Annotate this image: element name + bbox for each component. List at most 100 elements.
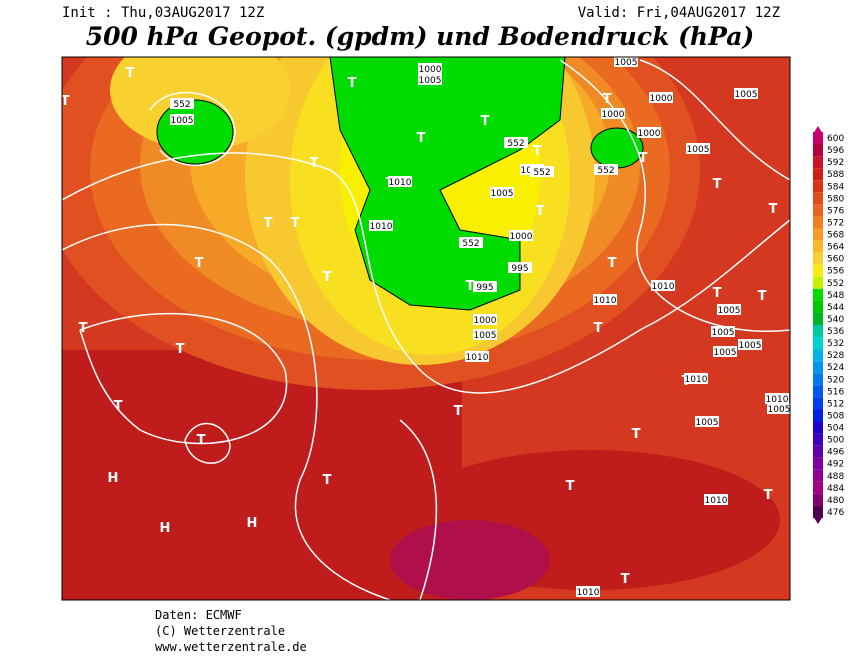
isobar-label-box bbox=[508, 262, 532, 273]
colorbar-tick-label: 584 bbox=[827, 182, 844, 192]
isobar-label: 552 bbox=[597, 166, 614, 176]
colorbar-swatch bbox=[813, 397, 823, 410]
colorbar-tick-label: 508 bbox=[827, 411, 844, 421]
isobar-label-box bbox=[459, 237, 483, 248]
isobar-label-box bbox=[530, 166, 554, 177]
colorbar-swatch bbox=[813, 264, 823, 277]
isobar-label-box bbox=[418, 63, 442, 74]
colorbar-swatch bbox=[813, 385, 823, 398]
colorbar-tick-label: 600 bbox=[827, 134, 844, 144]
isobar-label: 1005 bbox=[615, 58, 638, 68]
colorbar-tick-label: 480 bbox=[827, 496, 844, 506]
pressure-center: T bbox=[323, 473, 332, 488]
colorbar-tick-label: 504 bbox=[827, 424, 844, 434]
isobar-label: 1000 bbox=[510, 232, 533, 242]
isobar-label: 1005 bbox=[419, 76, 442, 86]
colorbar-swatch bbox=[813, 433, 823, 446]
colorbar-tick-label: 492 bbox=[827, 460, 844, 470]
isobar-label-box bbox=[734, 88, 758, 99]
colorbar-tick-label: 496 bbox=[827, 448, 844, 458]
isobar-label-box bbox=[765, 393, 789, 404]
isobar-label: 1005 bbox=[714, 348, 737, 358]
field-hot bbox=[390, 520, 550, 600]
isobar-label-box bbox=[465, 351, 489, 362]
init-time: Init : Thu,03AUG2017 12Z bbox=[62, 5, 264, 21]
isobar-label: 1010 bbox=[652, 282, 675, 292]
colorbar-swatch bbox=[813, 325, 823, 338]
isobar-label: 1010 bbox=[389, 178, 412, 188]
pressure-center: H bbox=[108, 471, 119, 486]
colorbar-swatch bbox=[813, 421, 823, 434]
colorbar-swatch bbox=[813, 252, 823, 265]
isobar-label: 552 bbox=[462, 239, 479, 249]
isobar-label-box bbox=[473, 281, 497, 292]
pressure-center: T bbox=[310, 156, 319, 171]
isobar-label: 552 bbox=[173, 100, 190, 110]
isobar-label-box bbox=[418, 74, 442, 85]
isobar-label-box bbox=[369, 220, 393, 231]
colorbar-tick-label: 588 bbox=[827, 170, 844, 180]
isobar-label-box bbox=[593, 294, 617, 305]
isobar-label: 1005 bbox=[712, 328, 735, 338]
pressure-center: T bbox=[713, 286, 722, 301]
isobar-label: 1005 bbox=[735, 90, 758, 100]
pressure-center: T bbox=[79, 321, 88, 336]
colorbar-tick-label: 572 bbox=[827, 218, 844, 228]
isobar-label: 995 bbox=[476, 283, 493, 293]
colorbar-swatch bbox=[813, 481, 823, 494]
isobar-label: 1005 bbox=[687, 145, 710, 155]
colorbar-swatch bbox=[813, 373, 823, 386]
isobar-label-box bbox=[713, 346, 737, 357]
colorbar-swatch bbox=[813, 469, 823, 482]
isobar-label: 1005 bbox=[739, 341, 762, 351]
isobar-label: 1010 bbox=[594, 296, 617, 306]
isobar-label: 1010 bbox=[705, 496, 728, 506]
isobar-label-box bbox=[649, 92, 673, 103]
isobar-label: 1000 bbox=[602, 110, 625, 120]
isobar-label: 1005 bbox=[696, 418, 719, 428]
colorbar-swatch bbox=[813, 300, 823, 313]
colorbar-swatch bbox=[813, 312, 823, 325]
pressure-center: T bbox=[348, 76, 357, 91]
colorbar-swatch bbox=[813, 361, 823, 374]
isobar-label-box bbox=[170, 98, 194, 109]
colorbar-tick-label: 512 bbox=[827, 399, 844, 409]
colorbar-swatch bbox=[813, 180, 823, 193]
colorbar-swatch bbox=[813, 144, 823, 157]
colorbar-tick-label: 560 bbox=[827, 255, 844, 265]
colorbar-swatch bbox=[813, 168, 823, 181]
isobar-label: 1005 bbox=[768, 405, 791, 415]
colorbar-tick-label: 556 bbox=[827, 267, 844, 277]
colorbar-swatch bbox=[813, 505, 823, 519]
pressure-center: T bbox=[291, 216, 300, 231]
colorbar-swatch bbox=[813, 192, 823, 205]
isobar-label-box bbox=[473, 329, 497, 340]
isobar-label: 1010 bbox=[466, 353, 489, 363]
colorbar-tick-label: 564 bbox=[827, 243, 844, 253]
colorbar-swatch bbox=[813, 337, 823, 350]
isobar-label-box bbox=[504, 137, 528, 148]
colorbar-tick-label: 488 bbox=[827, 472, 844, 482]
map-field: TTTTTTTTTTTTTTTTTTTTTTTTTHHHTTTTTTTT1000… bbox=[62, 57, 791, 600]
isobar-label: 1000 bbox=[419, 65, 442, 75]
pressure-center: T bbox=[481, 114, 490, 129]
colorbar-swatch bbox=[813, 204, 823, 217]
valid-time: Valid: Fri,04AUG2017 12Z bbox=[578, 5, 780, 21]
pressure-center: H bbox=[160, 521, 171, 536]
isobar-label: 552 bbox=[533, 168, 550, 178]
isobar-label-box bbox=[614, 57, 638, 67]
isobar-label: 552 bbox=[507, 139, 524, 149]
colorbar-tick-label: 536 bbox=[827, 327, 844, 337]
pressure-center: T bbox=[454, 404, 463, 419]
pressure-center: T bbox=[632, 427, 641, 442]
pressure-center: H bbox=[247, 516, 258, 531]
isobar-label: 1010 bbox=[766, 395, 789, 405]
pressure-center: T bbox=[114, 399, 123, 414]
isobar-label-box bbox=[509, 230, 533, 241]
pressure-center: T bbox=[195, 256, 204, 271]
colorbar-tick-label: 500 bbox=[827, 436, 844, 446]
isobar-label: 995 bbox=[511, 264, 528, 274]
colorbar-swatch bbox=[813, 445, 823, 458]
colorbar-tick-label: 516 bbox=[827, 387, 844, 397]
isobar-label-box bbox=[490, 187, 514, 198]
